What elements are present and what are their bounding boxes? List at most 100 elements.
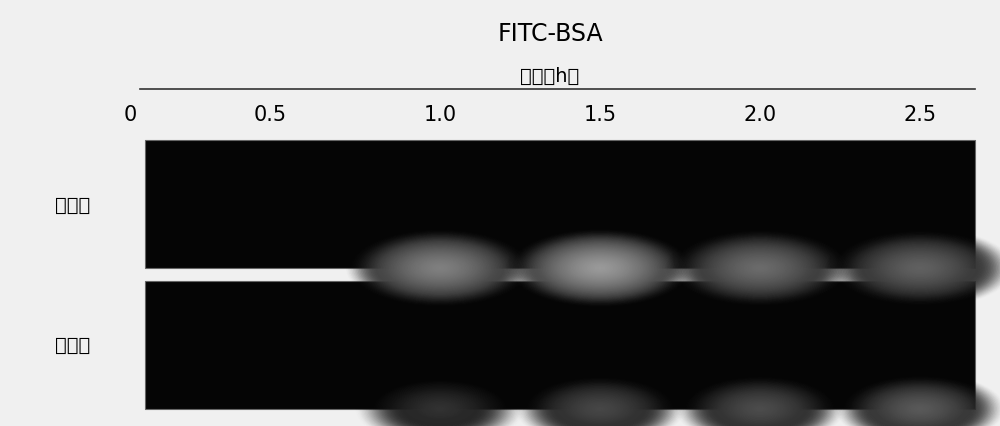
Circle shape (869, 387, 971, 426)
Circle shape (710, 388, 810, 426)
Circle shape (412, 397, 468, 421)
Circle shape (863, 244, 977, 293)
Circle shape (527, 237, 673, 299)
Circle shape (372, 239, 508, 297)
Circle shape (852, 239, 988, 297)
Circle shape (394, 389, 486, 426)
Circle shape (435, 266, 445, 271)
Circle shape (754, 406, 766, 412)
Circle shape (692, 239, 828, 297)
Circle shape (362, 235, 518, 302)
Circle shape (896, 258, 944, 279)
Circle shape (871, 248, 969, 289)
Circle shape (892, 256, 948, 280)
Text: 1.5: 1.5 (583, 105, 617, 125)
Circle shape (383, 385, 497, 426)
Circle shape (542, 384, 658, 426)
Circle shape (697, 382, 823, 426)
Circle shape (703, 244, 817, 293)
Circle shape (583, 261, 617, 276)
Circle shape (576, 258, 624, 279)
Circle shape (578, 259, 622, 278)
Circle shape (535, 241, 665, 296)
Circle shape (707, 386, 813, 426)
Circle shape (917, 408, 923, 410)
Circle shape (916, 407, 924, 411)
Circle shape (364, 236, 516, 301)
Circle shape (722, 393, 798, 425)
Circle shape (543, 385, 657, 426)
Circle shape (432, 265, 448, 272)
Circle shape (385, 245, 495, 292)
Circle shape (834, 232, 1000, 305)
Circle shape (716, 250, 804, 287)
Circle shape (427, 263, 453, 274)
Circle shape (906, 403, 934, 415)
Circle shape (397, 250, 483, 287)
Circle shape (746, 403, 774, 415)
Circle shape (695, 241, 825, 296)
Circle shape (850, 379, 990, 426)
Circle shape (876, 390, 964, 426)
Circle shape (697, 242, 823, 295)
Circle shape (359, 234, 521, 303)
Circle shape (408, 255, 472, 282)
Circle shape (857, 242, 983, 295)
Circle shape (744, 262, 776, 275)
Circle shape (886, 394, 954, 423)
Circle shape (747, 263, 773, 274)
Circle shape (894, 398, 946, 420)
Circle shape (898, 259, 942, 278)
Circle shape (713, 389, 807, 426)
Circle shape (913, 406, 927, 412)
Circle shape (560, 392, 640, 426)
Circle shape (893, 397, 947, 420)
Circle shape (383, 244, 497, 293)
Circle shape (880, 251, 960, 285)
Circle shape (358, 233, 522, 303)
Circle shape (581, 260, 619, 276)
Circle shape (532, 239, 668, 297)
Circle shape (712, 248, 808, 289)
Circle shape (918, 268, 922, 269)
Circle shape (529, 238, 671, 299)
Circle shape (433, 406, 447, 412)
Circle shape (370, 239, 510, 298)
Circle shape (726, 394, 794, 423)
Circle shape (846, 377, 994, 426)
Circle shape (546, 245, 654, 291)
Circle shape (549, 247, 651, 290)
Circle shape (573, 397, 627, 420)
Circle shape (545, 245, 655, 292)
Circle shape (567, 254, 633, 282)
Circle shape (421, 401, 459, 417)
Circle shape (575, 258, 625, 279)
Circle shape (884, 253, 956, 284)
Circle shape (911, 405, 929, 413)
Circle shape (719, 391, 801, 426)
Circle shape (849, 238, 991, 299)
Circle shape (404, 253, 476, 284)
Circle shape (532, 380, 668, 426)
Circle shape (559, 251, 641, 286)
Text: 远腔室: 远腔室 (55, 336, 90, 354)
Circle shape (890, 256, 950, 281)
Circle shape (399, 391, 481, 426)
Circle shape (407, 395, 473, 423)
Circle shape (538, 242, 662, 295)
Bar (145, 281, 975, 409)
Circle shape (838, 233, 1000, 303)
Circle shape (723, 393, 797, 425)
Circle shape (367, 237, 513, 299)
Circle shape (416, 258, 464, 279)
Circle shape (917, 267, 923, 270)
Circle shape (381, 243, 499, 294)
Circle shape (589, 264, 611, 273)
Circle shape (380, 383, 500, 426)
Circle shape (895, 258, 945, 279)
Circle shape (836, 233, 1000, 304)
Circle shape (868, 246, 972, 291)
Circle shape (690, 379, 830, 426)
Circle shape (903, 402, 937, 416)
Circle shape (694, 240, 826, 296)
